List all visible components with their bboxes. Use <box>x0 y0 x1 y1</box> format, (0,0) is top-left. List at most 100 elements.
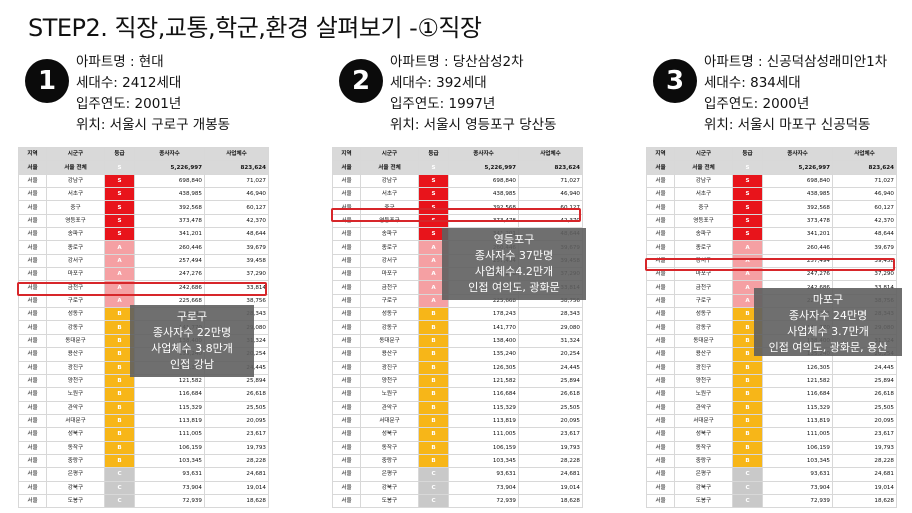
cell-region: 서울 <box>646 187 675 202</box>
cell-grade: A <box>104 240 135 255</box>
cell-workers: 103,345 <box>448 453 519 469</box>
cell-businesses: 25,894 <box>832 373 897 389</box>
callout-line: 종사자수 24만명 <box>788 309 868 322</box>
cell-businesses: 71,027 <box>832 173 897 189</box>
cell-district: 구로구 <box>46 293 105 309</box>
column-header: 지역 <box>332 146 361 162</box>
table-row: 서울 양천구 B 121,582 25,894 <box>18 373 269 389</box>
cell-region: 서울 <box>18 347 47 362</box>
cell-region: 서울 <box>332 267 361 282</box>
cell-district: 도봉구 <box>674 493 733 509</box>
cell-region: 서울 <box>18 373 47 389</box>
cell-businesses: 24,445 <box>832 360 897 375</box>
cell-businesses: 48,644 <box>204 227 269 242</box>
cell-businesses: 823,624 <box>204 160 269 175</box>
cell-region: 서울 <box>18 333 47 349</box>
cell-district: 성북구 <box>360 427 419 442</box>
cell-region: 서울 <box>332 480 361 495</box>
column-header: 시군구 <box>674 146 733 162</box>
cell-businesses: 823,624 <box>832 160 897 175</box>
cell-district: 관악구 <box>674 400 733 415</box>
cell-district: 서초구 <box>674 187 733 202</box>
highlight-row-box <box>17 282 267 297</box>
apartment-info: 아파트명 : 신공덕삼성래미안1차 세대수: 834세대 입주연도: 2000년… <box>704 52 887 136</box>
apartment-info: 아파트명 : 당산삼성2차 세대수: 392세대 입주연도: 1997년 위치:… <box>390 52 556 136</box>
cell-businesses: 48,644 <box>832 227 897 242</box>
location: 위치: 서울시 영등포구 당산동 <box>390 117 557 133</box>
cell-workers: 106,159 <box>762 440 833 455</box>
table-row: 서울 중랑구 B 103,345 28,228 <box>332 453 583 469</box>
callout-line: 인접 여의도, 광화문 <box>468 281 560 294</box>
apartment-name: 아파트명 : 현대 <box>76 54 164 70</box>
cell-businesses: 18,628 <box>832 493 897 509</box>
highlight-row-box <box>645 257 895 272</box>
cell-region: 서울 <box>18 400 47 415</box>
table-row: 서울 영등포구 S 373,478 42,370 <box>646 213 897 229</box>
table-row: 서울 노원구 B 116,684 26,618 <box>18 387 269 402</box>
cell-region: 서울 <box>18 387 47 402</box>
cell-grade: B <box>104 453 135 469</box>
table-row: 서울 관악구 B 115,329 25,505 <box>332 400 583 415</box>
move-in-year: 입주연도: 2000년 <box>704 96 810 112</box>
cell-district: 노원구 <box>674 387 733 402</box>
cell-district: 종로구 <box>674 240 733 255</box>
table-row: 서울 영등포구 S 373,478 42,370 <box>18 213 269 229</box>
cell-district: 구로구 <box>360 293 419 309</box>
cell-region: 서울 <box>332 387 361 402</box>
cell-grade: C <box>104 480 135 495</box>
cell-district: 관악구 <box>360 400 419 415</box>
cell-district: 강북구 <box>360 480 419 495</box>
table-header-row: 지역 시군구 등급 종사자수 사업체수 <box>646 146 897 162</box>
cell-region: 서울 <box>646 373 675 389</box>
cell-region: 서울 <box>332 320 361 335</box>
cell-region: 서울 <box>332 493 361 509</box>
cell-businesses: 23,617 <box>518 427 583 442</box>
cell-grade: B <box>104 427 135 442</box>
cell-grade: S <box>732 187 763 202</box>
cell-workers: 113,819 <box>762 413 833 429</box>
cell-workers: 135,240 <box>448 347 519 362</box>
cell-grade: B <box>418 427 449 442</box>
cell-grade: B <box>732 360 763 375</box>
cell-district: 동작구 <box>360 440 419 455</box>
cell-workers: 73,904 <box>762 480 833 495</box>
cell-workers: 341,201 <box>762 227 833 242</box>
cell-region: 서울 <box>332 173 361 189</box>
cell-region: 서울 <box>332 253 361 269</box>
cell-district: 서울 전체 <box>674 160 733 175</box>
cell-region: 서울 <box>18 320 47 335</box>
cell-district: 강남구 <box>360 173 419 189</box>
cell-businesses: 46,940 <box>832 187 897 202</box>
table-row: 서울 도봉구 C 72,939 18,628 <box>332 493 583 509</box>
table-row: 서울 서초구 S 438,985 46,940 <box>646 187 897 202</box>
cell-grade: B <box>104 347 135 362</box>
cell-grade: B <box>732 387 763 402</box>
cell-businesses: 39,679 <box>832 240 897 255</box>
cell-region: 서울 <box>646 427 675 442</box>
column-header: 등급 <box>732 146 763 162</box>
location: 위치: 서울시 구로구 개봉동 <box>76 117 231 133</box>
cell-region: 서울 <box>18 453 47 469</box>
cell-grade: C <box>732 480 763 495</box>
table-row: 서울 성북구 B 111,005 23,617 <box>332 427 583 442</box>
column-header: 종사자수 <box>762 146 833 162</box>
cell-grade: S <box>732 213 763 229</box>
cell-district: 중랑구 <box>46 453 105 469</box>
cell-workers: 260,446 <box>134 240 205 255</box>
cell-district: 동대문구 <box>46 333 105 349</box>
cell-region: 서울 <box>332 360 361 375</box>
table-row: 서울 강북구 C 73,904 19,014 <box>18 480 269 495</box>
cell-district: 성동구 <box>46 307 105 322</box>
page-title: STEP2. 직장,교통,학군,환경 살펴보기 -①직장 <box>28 14 482 42</box>
cell-businesses: 39,458 <box>204 253 269 269</box>
cell-workers: 373,478 <box>762 213 833 229</box>
cell-region: 서울 <box>646 160 675 175</box>
cell-district: 중구 <box>46 200 105 215</box>
table-row: 서울 관악구 B 115,329 25,505 <box>646 400 897 415</box>
cell-region: 서울 <box>646 200 675 215</box>
callout-box: 영등포구 종사자수 37만명 사업체수4.2만개 인접 여의도, 광화문 <box>442 228 586 300</box>
cell-grade: S <box>104 187 135 202</box>
cell-workers: 106,159 <box>448 440 519 455</box>
